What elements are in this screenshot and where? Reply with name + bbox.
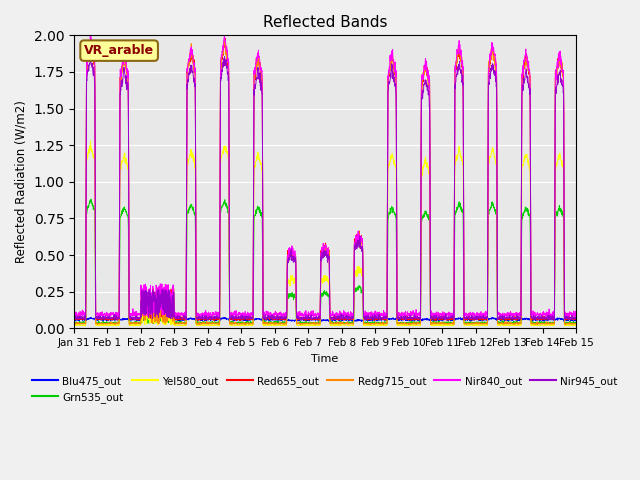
Yel580_out xyxy=(471,322,479,328)
Nir840_out xyxy=(221,33,228,38)
Blu475_out xyxy=(542,317,550,323)
Yel580_out xyxy=(70,322,78,328)
Redg715_out xyxy=(542,320,550,326)
Red655_out xyxy=(340,316,348,322)
Redg715_out xyxy=(562,322,570,327)
Nir945_out xyxy=(211,313,218,319)
Red655_out xyxy=(211,318,218,324)
Blu475_out xyxy=(325,319,333,324)
Blu475_out xyxy=(70,316,78,322)
Yel580_out xyxy=(86,138,94,144)
Line: Yel580_out: Yel580_out xyxy=(74,141,576,326)
Redg715_out xyxy=(88,36,95,42)
Blu475_out xyxy=(528,316,536,322)
Redg715_out xyxy=(528,320,536,326)
Text: VR_arable: VR_arable xyxy=(84,44,154,57)
Nir840_out xyxy=(211,312,218,318)
Nir840_out xyxy=(340,313,348,319)
Red655_out xyxy=(572,317,580,323)
Red655_out xyxy=(70,316,78,322)
Grn535_out xyxy=(70,321,78,326)
Nir840_out xyxy=(572,311,580,317)
Nir840_out xyxy=(70,313,78,319)
Nir945_out xyxy=(572,316,580,322)
Blu475_out xyxy=(350,317,358,323)
Title: Reflected Bands: Reflected Bands xyxy=(263,15,387,30)
Nir945_out xyxy=(351,242,358,248)
Red655_out xyxy=(471,314,479,320)
Nir945_out xyxy=(542,316,550,322)
Red655_out xyxy=(221,36,229,41)
Yel580_out xyxy=(542,322,550,328)
Grn535_out xyxy=(572,320,580,326)
Blu475_out xyxy=(572,318,580,324)
Redg715_out xyxy=(572,321,580,327)
Nir945_out xyxy=(471,316,479,322)
Nir840_out xyxy=(528,312,536,318)
X-axis label: Time: Time xyxy=(312,354,339,364)
Yel580_out xyxy=(528,322,536,328)
Grn535_out xyxy=(339,320,347,326)
Red655_out xyxy=(528,317,536,323)
Grn535_out xyxy=(528,321,536,326)
Nir840_out xyxy=(471,311,479,316)
Red655_out xyxy=(351,236,358,242)
Line: Redg715_out: Redg715_out xyxy=(74,39,576,324)
Red655_out xyxy=(542,315,550,321)
Redg715_out xyxy=(350,252,358,258)
Yel580_out xyxy=(350,278,358,284)
Nir840_out xyxy=(351,240,358,246)
Grn535_out xyxy=(350,292,358,298)
Nir840_out xyxy=(176,314,184,320)
Line: Red655_out: Red655_out xyxy=(74,38,576,321)
Redg715_out xyxy=(211,320,218,326)
Line: Grn535_out: Grn535_out xyxy=(74,199,576,324)
Blu475_out xyxy=(562,313,570,319)
Blu475_out xyxy=(339,315,347,321)
Grn535_out xyxy=(550,321,558,327)
Line: Nir945_out: Nir945_out xyxy=(74,53,576,320)
Blu475_out xyxy=(471,316,479,322)
Red655_out xyxy=(194,318,202,324)
Yel580_out xyxy=(514,323,522,329)
Grn535_out xyxy=(471,320,479,325)
Grn535_out xyxy=(87,196,95,202)
Y-axis label: Reflected Radiation (W/m2): Reflected Radiation (W/m2) xyxy=(15,100,28,264)
Redg715_out xyxy=(471,321,479,327)
Grn535_out xyxy=(211,320,218,326)
Legend: Blu475_out, Grn535_out, Yel580_out, Red655_out, Redg715_out, Nir840_out, Nir945_: Blu475_out, Grn535_out, Yel580_out, Red6… xyxy=(28,372,622,407)
Yel580_out xyxy=(339,322,347,327)
Blu475_out xyxy=(210,317,218,323)
Nir945_out xyxy=(86,50,94,56)
Nir945_out xyxy=(528,315,536,321)
Line: Blu475_out: Blu475_out xyxy=(74,316,576,322)
Nir840_out xyxy=(542,311,550,316)
Nir945_out xyxy=(70,316,78,322)
Yel580_out xyxy=(572,322,580,328)
Redg715_out xyxy=(70,321,78,326)
Nir945_out xyxy=(131,317,139,323)
Line: Nir840_out: Nir840_out xyxy=(74,36,576,317)
Grn535_out xyxy=(542,320,550,325)
Redg715_out xyxy=(339,320,347,326)
Yel580_out xyxy=(211,323,218,328)
Nir945_out xyxy=(340,315,348,321)
